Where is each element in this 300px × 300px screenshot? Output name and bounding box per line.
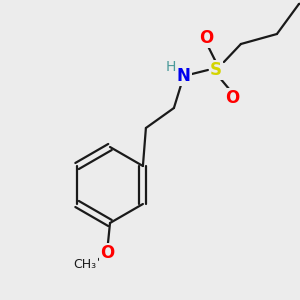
Text: S: S xyxy=(210,61,222,79)
Text: O: O xyxy=(199,29,213,47)
Text: CH₃: CH₃ xyxy=(74,259,97,272)
Text: N: N xyxy=(177,67,191,85)
Text: O: O xyxy=(100,244,114,262)
Text: O: O xyxy=(225,89,239,107)
Text: H: H xyxy=(166,60,176,74)
